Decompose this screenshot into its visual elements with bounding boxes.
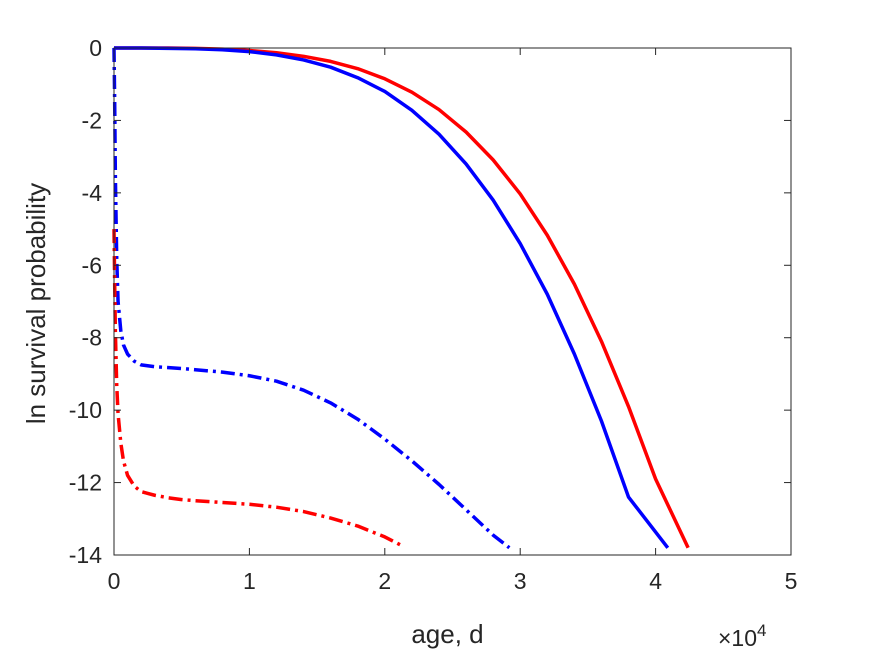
y-tick-label: -2 xyxy=(82,107,102,133)
x-tick-label: 0 xyxy=(108,568,121,594)
series-line-2 xyxy=(112,47,511,550)
y-tick-label: 0 xyxy=(89,35,102,61)
x-axis-ticks: 0 1 2 3 4 5 xyxy=(108,48,798,594)
y-tick-label: -10 xyxy=(69,397,102,423)
series-line-1 xyxy=(114,46,670,549)
x-tick-label: 2 xyxy=(378,568,391,594)
y-tick-label: -4 xyxy=(82,180,103,206)
y-tick-label: -6 xyxy=(82,252,102,278)
x-tick-label: 5 xyxy=(785,568,798,594)
x-tick-label: 3 xyxy=(514,568,527,594)
series-line-3 xyxy=(112,229,404,548)
plot-frame xyxy=(113,47,792,556)
x-axis-exponent-power: 4 xyxy=(757,621,766,640)
x-axis-label: age, d xyxy=(411,619,483,649)
x-axis-exponent-base: ×10 xyxy=(718,625,757,651)
x-tick-label: 4 xyxy=(649,568,662,594)
y-tick-label: -8 xyxy=(82,325,102,351)
x-axis-exponent: ×104 xyxy=(718,621,766,651)
plot-area xyxy=(114,48,791,555)
y-tick-label: -14 xyxy=(69,542,102,568)
y-axis-ticks: 0 -2 -4 -6 -8 -10 -12 -14 xyxy=(69,35,791,568)
y-axis-label: ln survival probability xyxy=(21,183,51,424)
x-tick-label: 1 xyxy=(243,568,256,594)
y-tick-label: -12 xyxy=(69,470,102,496)
series-layer xyxy=(112,46,690,550)
